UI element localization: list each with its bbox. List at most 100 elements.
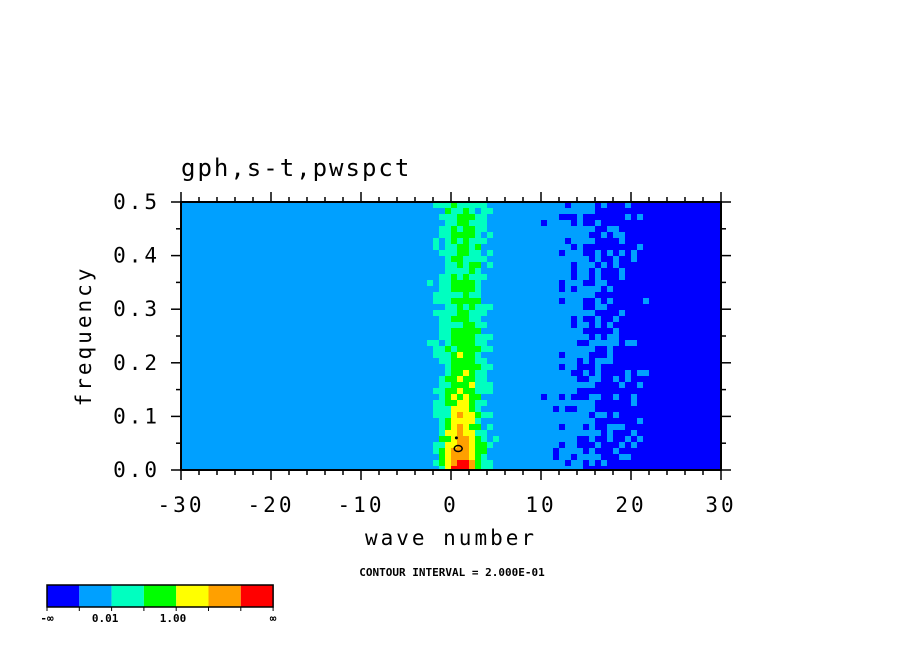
heatmap-cell xyxy=(517,316,524,323)
heatmap-cell xyxy=(259,262,266,269)
heatmap-cell xyxy=(337,418,344,425)
heatmap-cell xyxy=(367,310,374,317)
heatmap-cell xyxy=(667,316,674,323)
heatmap-cell xyxy=(649,226,656,233)
heatmap-cell xyxy=(637,268,644,275)
heatmap-cell xyxy=(397,364,404,371)
heatmap-cell xyxy=(697,274,704,281)
heatmap-cell xyxy=(247,364,254,371)
heatmap-cell xyxy=(661,286,668,293)
heatmap-cell xyxy=(523,358,530,365)
heatmap-cell xyxy=(637,346,644,353)
heatmap-cell xyxy=(217,316,224,323)
heatmap-cell xyxy=(691,244,698,251)
heatmap-cell xyxy=(607,316,614,323)
heatmap-cell xyxy=(211,226,218,233)
heatmap-cell xyxy=(265,388,272,395)
heatmap-cell xyxy=(187,370,194,377)
heatmap-cell xyxy=(643,412,650,419)
heatmap-cell xyxy=(523,322,530,329)
heatmap-cell xyxy=(523,364,530,371)
heatmap-cell xyxy=(619,220,626,227)
heatmap-cell xyxy=(511,298,518,305)
heatmap-cell xyxy=(667,436,674,443)
heatmap-cell xyxy=(421,394,428,401)
heatmap-cell xyxy=(247,328,254,335)
heatmap-cell xyxy=(349,388,356,395)
heatmap-cell xyxy=(355,466,362,471)
heatmap-cell xyxy=(229,238,236,245)
heatmap-cell xyxy=(673,424,680,431)
heatmap-cell xyxy=(409,382,416,389)
heatmap-cell xyxy=(229,250,236,257)
heatmap-cell xyxy=(589,418,596,425)
heatmap-cell xyxy=(541,424,548,431)
heatmap-cell xyxy=(349,304,356,311)
heatmap-cell xyxy=(301,418,308,425)
heatmap-cell xyxy=(439,394,446,401)
heatmap-cell xyxy=(613,442,620,449)
heatmap-cell xyxy=(535,238,542,245)
heatmap-cell xyxy=(253,214,260,221)
heatmap-cell xyxy=(511,274,518,281)
heatmap-cell xyxy=(259,370,266,377)
heatmap-cell xyxy=(445,304,452,311)
heatmap-cell xyxy=(619,382,626,389)
heatmap-cell xyxy=(577,442,584,449)
heatmap-cell xyxy=(559,226,566,233)
heatmap-cell xyxy=(409,286,416,293)
heatmap-cell xyxy=(661,424,668,431)
heatmap-cell xyxy=(487,226,494,233)
heatmap-cell xyxy=(205,406,212,413)
heatmap-cell xyxy=(715,454,722,461)
heatmap-cell xyxy=(703,280,710,287)
heatmap-cell xyxy=(379,370,386,377)
heatmap-cell xyxy=(337,310,344,317)
heatmap-cell xyxy=(649,352,656,359)
heatmap-cell xyxy=(607,220,614,227)
heatmap-cell xyxy=(595,310,602,317)
heatmap-cell xyxy=(445,238,452,245)
heatmap-cell xyxy=(433,274,440,281)
heatmap-cell xyxy=(589,376,596,383)
heatmap-cell xyxy=(427,376,434,383)
heatmap-cell xyxy=(391,352,398,359)
heatmap-cell xyxy=(289,394,296,401)
heatmap-cell xyxy=(637,436,644,443)
heatmap-cell xyxy=(301,376,308,383)
heatmap-cell xyxy=(481,304,488,311)
heatmap-cell xyxy=(595,382,602,389)
heatmap-cell xyxy=(415,208,422,215)
heatmap-cell xyxy=(505,316,512,323)
heatmap-cell xyxy=(601,436,608,443)
heatmap-cell xyxy=(181,232,188,239)
heatmap-cell xyxy=(307,340,314,347)
heatmap-cell xyxy=(367,376,374,383)
heatmap-cell xyxy=(619,304,626,311)
heatmap-cell xyxy=(415,460,422,467)
heatmap-cell xyxy=(595,238,602,245)
heatmap-cell xyxy=(613,388,620,395)
heatmap-cell xyxy=(499,334,506,341)
heatmap-cell xyxy=(403,208,410,215)
heatmap-cell xyxy=(631,430,638,437)
heatmap-cell xyxy=(295,406,302,413)
heatmap-cell xyxy=(421,424,428,431)
heatmap-cell xyxy=(529,328,536,335)
heatmap-cell xyxy=(385,400,392,407)
heatmap-cell xyxy=(337,364,344,371)
heatmap-cell xyxy=(697,334,704,341)
heatmap-cell xyxy=(427,280,434,287)
heatmap-cell xyxy=(583,448,590,455)
heatmap-cell xyxy=(343,268,350,275)
heatmap-cell xyxy=(613,430,620,437)
heatmap-cell xyxy=(673,220,680,227)
heatmap-cell xyxy=(187,460,194,467)
heatmap-cell xyxy=(325,358,332,365)
heatmap-cell xyxy=(709,280,716,287)
heatmap-cell xyxy=(577,268,584,275)
heatmap-cell xyxy=(235,238,242,245)
heatmap-cell xyxy=(259,232,266,239)
heatmap-cell xyxy=(349,328,356,335)
heatmap-cell xyxy=(397,316,404,323)
